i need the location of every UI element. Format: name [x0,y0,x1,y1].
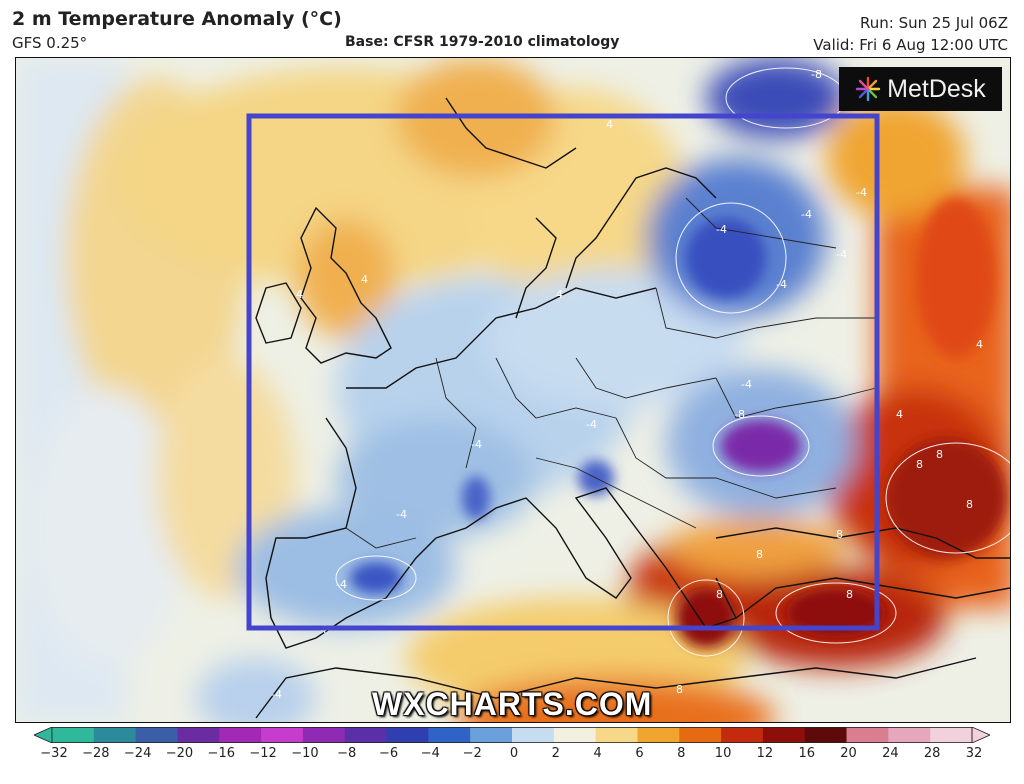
colorbar-tick-label: −8 [337,746,357,761]
colorbar-tick-label: −24 [123,746,152,761]
colorbar-tick-label: 8 [677,746,686,761]
colorbar-cell [595,727,638,743]
colorbar-frame [51,727,973,743]
contour-label: -8 [734,408,745,421]
colorbar-tick-label: −12 [249,746,277,761]
contour-label: -4 [586,418,597,431]
chart-title: 2 m Temperature Anomaly (°C) [12,8,342,30]
colorbar-tick-label: −4 [420,746,440,761]
coastlines [255,97,1010,719]
contour-label: 8 [936,448,943,461]
colorbar-ticks: −32 −28 −24 −20 −16 −12 −10 −8 −6 −4 −2 0 2 4 6 8 10 12 16… [34,746,990,766]
colorbar-min-arrow [34,727,53,743]
contour-label: 8 [716,588,723,601]
contour-label: 8 [756,548,763,561]
contour-label: 4 [556,288,563,301]
colorbar [34,727,990,743]
contour-label: 4 [606,118,613,131]
contour-label: 4 [976,338,983,351]
colorbar-cell [888,727,931,743]
anomaly-map: -8 -4 -4 -4 -4 -4 -4 -8 -4 -4 -4 -4 4 4 … [15,57,1011,723]
colorbar-cell [930,727,973,743]
colorbar-tick-label: −6 [378,746,399,761]
colorbar-cell [804,727,848,743]
metdesk-logo: MetDesk [839,67,1002,111]
wxcharts-watermark: WXCHARTS.COM [372,686,653,722]
colorbar-cell [762,727,806,743]
contour-label: 4 [361,273,368,286]
contour-label: 4 [296,288,303,301]
metdesk-logo-icon [855,76,881,102]
contour-label: -4 [776,278,787,291]
colorbar-tick-label: 6 [635,746,644,761]
contour-label: -4 [716,223,727,236]
metdesk-logo-text: MetDesk [887,74,986,103]
colorbar-tick-label: 28 [923,746,941,761]
colorbar-cell [679,727,722,743]
contour-label: -4 [836,248,847,261]
colorbar-cell [344,727,388,743]
colorbar-tick-label: 20 [840,746,857,761]
contour-label: -4 [271,688,282,701]
colorbar-cell [93,727,137,743]
model-label: GFS 0.25° [12,34,88,52]
anomaly-map-canvas: -8 -4 -4 -4 -4 -4 -4 -8 -4 -4 -4 -4 4 4 … [16,58,1010,722]
colorbar-max-arrow [971,727,990,743]
contour-label: -4 [336,578,347,591]
colorbar-cell [721,727,764,743]
colorbar-tick-label: −28 [82,746,110,761]
contour-label: 8 [966,498,973,511]
colorbar-cell [846,727,889,743]
contour-label: -4 [801,208,812,221]
colorbar-cell [135,727,178,743]
colorbar-cell [428,727,471,743]
colorbar-tick-label: −32 [40,746,68,761]
highlight-box [246,113,880,631]
contour-label: -4 [741,378,752,391]
base-climatology-label: Base: CFSR 1979-2010 climatology [345,34,620,50]
colorbar-cell [553,727,597,743]
contour-label: 8 [846,588,853,601]
colorbar-tick-label: 16 [798,746,815,761]
colorbar-tick-label: 0 [509,746,519,761]
anomaly-cores [350,198,1006,648]
colorbar-tick-label: 12 [756,746,774,761]
contour-label: -4 [396,508,407,521]
contour-label: -4 [856,186,867,199]
colorbar-tick-label: −10 [291,746,319,761]
colorbar-cell [302,727,346,743]
colorbar-cell [177,727,220,743]
colorbar-cell [261,727,304,743]
contour-label: 4 [896,408,903,421]
colorbar-tick-label: 32 [965,746,983,761]
run-time-label: Run: Sun 25 Jul 06Z [860,14,1008,32]
colorbar-cell [512,727,555,743]
valid-time-label: Valid: Fri 6 Aug 12:00 UTC [813,36,1008,54]
colorbar-cell [52,727,95,743]
colorbar-tick-label: 24 [882,746,899,761]
colorbar-cell [470,727,513,743]
colorbar-tick-label: 4 [593,746,602,761]
colorbar-tick-label: 2 [551,746,560,761]
colorbar-tick-label: −2 [462,746,482,761]
contour-label: 8 [676,683,683,696]
colorbar-cell [637,727,680,743]
colorbar-tick-label: −16 [207,746,235,761]
colorbar-cell [219,727,262,743]
contour-label: -8 [811,68,822,81]
contour-label: 8 [916,458,923,471]
contour-label: -4 [471,438,482,451]
contour-label: 8 [836,528,843,541]
colorbar-cell [386,727,429,743]
country-borders [345,197,877,549]
colorbar-tick-label: −20 [165,746,194,761]
colorbar-tick-label: 10 [714,746,732,761]
